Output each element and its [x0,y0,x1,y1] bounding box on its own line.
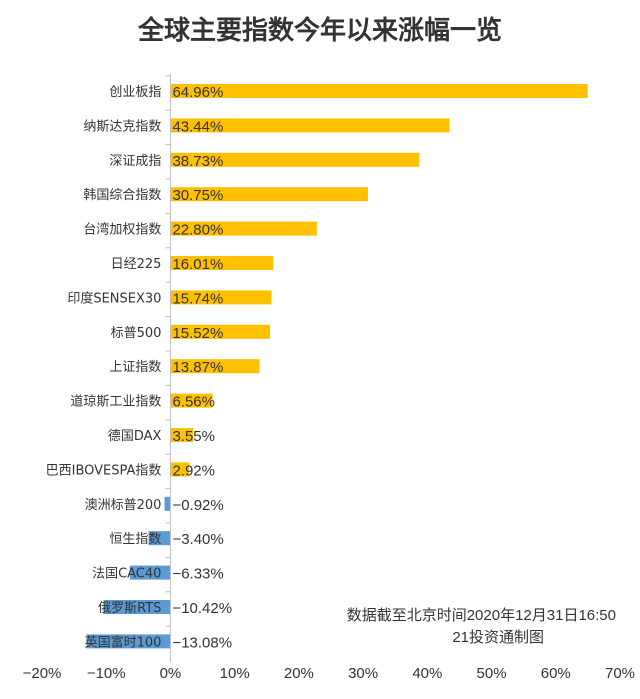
x-tick-label: 20% [284,665,314,682]
category-label: 法国CAC40 [92,567,161,582]
data-label: −13.08% [172,634,232,651]
category-label: 上证指数 [109,360,161,375]
bar-8 [170,324,271,339]
data-label: 15.74% [172,290,223,307]
x-tick-label: 30% [348,665,378,682]
data-label: 6.56% [172,394,215,411]
x-tick-label: 70% [605,665,635,682]
data-label: 30.75% [172,187,223,204]
bar-3 [170,152,420,167]
x-tick-label: 40% [412,665,442,682]
data-label: −0.92% [172,497,223,514]
category-label: 俄罗斯RTS [98,601,161,616]
category-label: 英国富时100 [85,634,162,650]
x-tick-label: 10% [220,665,250,682]
source-note: 数据截至北京时间2020年12月31日16:50 [346,607,616,624]
bar-10 [170,393,213,408]
data-label: −6.33% [172,566,223,583]
category-label: 恒生指数 [109,532,161,547]
bar-17 [86,634,171,649]
category-label: 台湾加权指数 [83,222,161,238]
data-label: 3.55% [172,428,215,445]
category-label: 印度SENSEX30 [67,290,161,306]
data-label: −3.40% [172,531,223,548]
x-tick-label: −20% [23,665,62,682]
category-label: 深证成指 [109,154,161,169]
category-label: 标普500 [111,326,162,341]
bar-4 [170,187,368,202]
bar-7 [170,290,272,305]
bar-5 [170,221,317,236]
category-label: 巴西IBOVESPA指数 [46,463,162,478]
bar-13 [164,496,171,511]
bar-15 [129,565,171,580]
category-label: 纳斯达克指数 [83,119,161,134]
bar-6 [170,256,274,270]
category-label: 创业板指 [109,85,161,100]
data-label: 64.96% [172,84,223,101]
bar-9 [170,359,260,374]
credit-note: 21投资通制图 [452,629,544,646]
data-label: 13.87% [172,359,223,376]
data-label: 43.44% [172,118,223,135]
data-label: 38.73% [172,153,223,170]
x-tick-label: −10% [87,665,126,682]
bar-14 [148,531,171,546]
category-label: 韩国综合指数 [83,188,161,203]
bar-16 [103,600,171,614]
bar-2 [170,118,450,133]
bar-12 [170,462,190,477]
data-label: 2.92% [172,462,215,479]
bar-11 [170,428,194,442]
category-label: 日经225 [111,257,162,272]
x-tick-label: 0% [160,665,182,682]
chart-title: 全球主要指数今年以来涨幅一览 [137,16,502,46]
x-tick-label: 60% [541,665,571,682]
category-label: 道琼斯工业指数 [70,395,161,410]
x-tick-label: 50% [477,665,507,682]
data-label: 15.52% [172,325,223,342]
data-label: 16.01% [172,256,223,273]
category-label: 德国DAX [108,429,162,444]
bar-1 [170,84,588,98]
category-label: 澳洲标普200 [85,497,162,513]
data-label: 22.80% [172,222,223,239]
data-label: −10.42% [172,600,232,617]
